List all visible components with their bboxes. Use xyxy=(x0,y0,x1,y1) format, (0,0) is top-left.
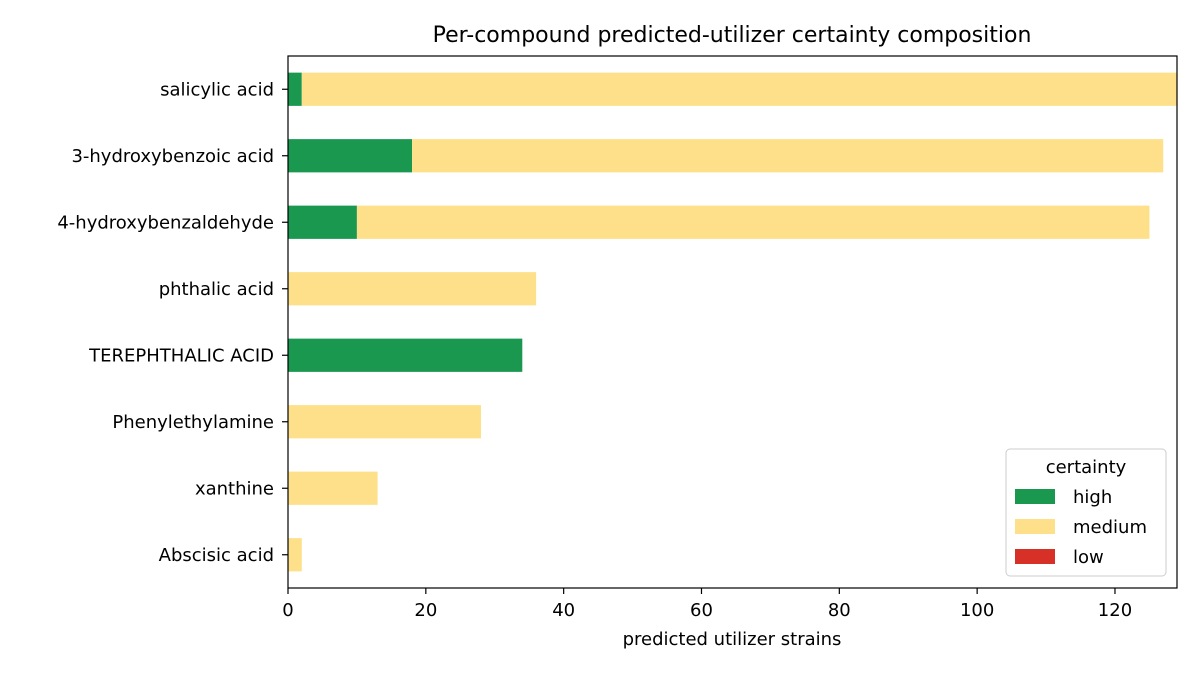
x-tick-label: 60 xyxy=(690,600,713,621)
y-axis-ticks: salicylic acid 3-hydroxybenzoic acid 4-hyd… xyxy=(57,79,288,566)
bar-high-4-hydroxybenzaldehyde xyxy=(288,205,357,239)
y-tick-label: xanthine xyxy=(195,478,274,499)
x-tick-label: 0 xyxy=(282,600,293,621)
y-tick-label: salicylic acid xyxy=(160,79,274,100)
bar-medium-xanthine xyxy=(288,471,378,505)
x-axis-ticks: 0 20 40 60 80 100 120 xyxy=(282,588,1132,621)
x-tick-label: 40 xyxy=(552,600,575,621)
bar-high-3-hydroxybenzoic-acid xyxy=(288,139,413,173)
bar-medium-abscisic-acid xyxy=(288,538,302,572)
x-tick-label: 20 xyxy=(414,600,437,621)
legend-frame xyxy=(1005,448,1167,577)
legend-label-medium: medium xyxy=(1073,517,1147,538)
y-tick-label: TEREPHTHALIC ACID xyxy=(88,345,274,366)
y-tick-label: phthalic acid xyxy=(159,279,274,300)
legend: certainty high medium low xyxy=(1005,448,1167,577)
bar-high-terephthalic-acid xyxy=(288,338,523,372)
y-tick-label: Abscisic acid xyxy=(159,545,274,566)
y-tick-label: 4-hydroxybenzaldehyde xyxy=(57,212,274,233)
y-tick-label: 3-hydroxybenzoic acid xyxy=(71,146,274,167)
x-tick-label: 80 xyxy=(828,600,851,621)
legend-label-low: low xyxy=(1073,547,1104,568)
legend-swatch-medium xyxy=(1015,519,1055,534)
bar-medium-phenylethylamine xyxy=(288,405,481,439)
legend-items: high medium low xyxy=(1015,487,1147,568)
legend-label-high: high xyxy=(1073,487,1112,508)
legend-swatch-low xyxy=(1015,549,1055,564)
bar-medium-4-hydroxybenzaldehyde xyxy=(356,205,1150,239)
bars-group xyxy=(288,72,1177,572)
x-axis-label: predicted utilizer strains xyxy=(623,629,842,650)
legend-swatch-high xyxy=(1015,489,1055,504)
bar-medium-3-hydroxybenzoic-acid xyxy=(412,139,1164,173)
x-tick-label: 100 xyxy=(960,600,994,621)
plot-frame xyxy=(287,55,1178,589)
bar-medium-phthalic-acid xyxy=(288,272,537,306)
x-tick-label: 120 xyxy=(1098,600,1132,621)
y-tick-label: Phenylethylamine xyxy=(112,412,274,433)
legend-title: certainty xyxy=(1046,457,1127,478)
chart-title: Per-compound predicted-utilizer certaint… xyxy=(433,23,1032,48)
bar-high-salicylic-acid xyxy=(288,72,302,106)
bar-medium-salicylic-acid xyxy=(301,72,1177,106)
